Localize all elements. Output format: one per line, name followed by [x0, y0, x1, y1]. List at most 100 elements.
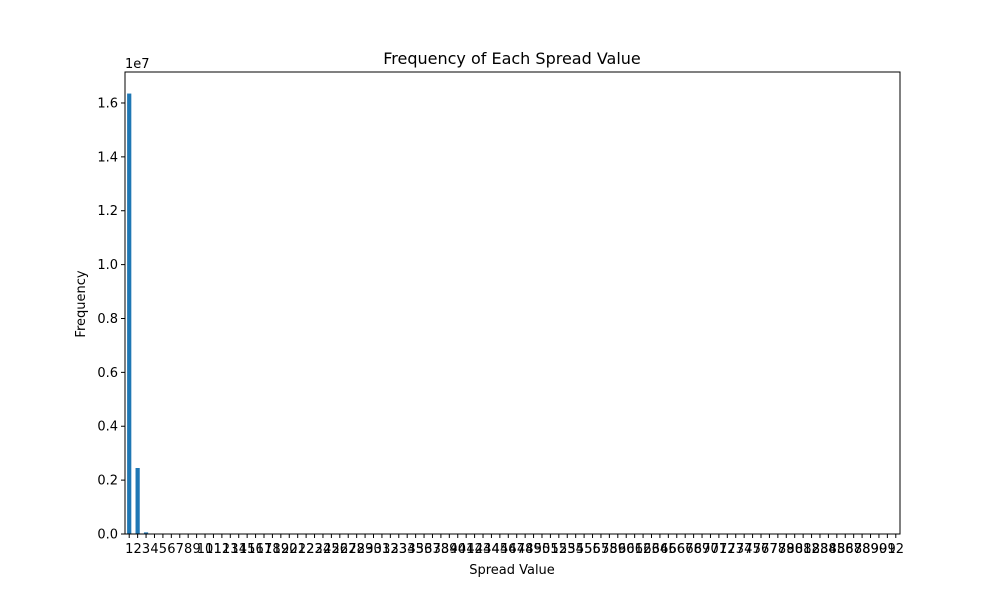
x-tick-label: 51	[542, 542, 559, 557]
x-tick-label: 77	[761, 542, 778, 557]
x-tick-label: 45	[492, 542, 509, 557]
x-tick-label: 28	[348, 542, 365, 557]
x-tick-label: 16	[247, 542, 264, 557]
x-tick-label: 26	[332, 542, 349, 557]
x-tick-label: 87	[845, 542, 862, 557]
x-tick-label: 65	[660, 542, 677, 557]
x-tick-label: 47	[508, 542, 525, 557]
bar-3	[143, 532, 149, 534]
x-tick-label: 42	[466, 542, 483, 557]
x-tick-label: 82	[803, 542, 820, 557]
x-tick-label: 8	[184, 542, 192, 557]
x-tick-label: 11	[205, 542, 222, 557]
y-tick-label: 1.0	[97, 258, 118, 273]
x-tick-label: 60	[618, 542, 635, 557]
x-tick-label: 44	[483, 542, 500, 557]
x-tick-label: 57	[593, 542, 610, 557]
x-tick-label: 19	[273, 542, 290, 557]
x-tick-label: 31	[374, 542, 391, 557]
x-tick-label: 92	[888, 542, 905, 557]
x-tick-label: 67	[677, 542, 694, 557]
y-axis-label: Frequency	[74, 270, 89, 337]
x-tick-label: 74	[736, 542, 753, 557]
x-tick-label: 76	[753, 542, 770, 557]
x-tick-label: 37	[424, 542, 441, 557]
x-tick-label: 49	[525, 542, 542, 557]
y-tick-label: 1.2	[97, 204, 118, 219]
x-tick-label: 81	[795, 542, 812, 557]
x-tick-label: 88	[854, 542, 871, 557]
x-tick-label: 80	[786, 542, 803, 557]
y-tick-label: 0.2	[97, 474, 118, 489]
x-tick-label: 9	[192, 542, 200, 557]
x-tick-label: 21	[289, 542, 306, 557]
x-tick-label: 62	[635, 542, 652, 557]
x-tick-label: 72	[719, 542, 736, 557]
x-tick-label: 78	[770, 542, 787, 557]
x-axis-label: Spread Value	[469, 563, 555, 578]
x-tick-label: 27	[340, 542, 357, 557]
x-tick-label: 70	[702, 542, 719, 557]
x-tick-label: 6	[167, 542, 175, 557]
x-tick-label: 35	[407, 542, 424, 557]
x-tick-label: 13	[222, 542, 239, 557]
x-tick-label: 30	[365, 542, 382, 557]
x-tick-label: 91	[879, 542, 896, 557]
x-tick-label: 20	[281, 542, 298, 557]
x-tick-label: 83	[812, 542, 829, 557]
chart-title: Frequency of Each Spread Value	[383, 49, 641, 68]
x-tick-label: 4	[150, 542, 158, 557]
y-axis-offset-label: 1e7	[125, 57, 150, 72]
x-tick-label: 34	[399, 542, 416, 557]
x-tick-label: 73	[727, 542, 744, 557]
x-tick-label: 48	[517, 542, 534, 557]
x-tick-label: 3	[142, 542, 150, 557]
x-tick-label: 38	[433, 542, 450, 557]
x-tick-label: 1	[125, 542, 133, 557]
x-tick-label: 79	[778, 542, 795, 557]
x-tick-label: 39	[441, 542, 458, 557]
x-tick-label: 17	[256, 542, 273, 557]
x-tick-label: 58	[601, 542, 618, 557]
x-tick-label: 14	[230, 542, 247, 557]
x-tick-label: 5	[159, 542, 167, 557]
x-tick-label: 55	[576, 542, 593, 557]
y-tick-label: 0.0	[97, 528, 118, 543]
y-tick-label: 0.4	[97, 420, 118, 435]
x-tick-label: 43	[475, 542, 492, 557]
x-tick-label: 12	[214, 542, 231, 557]
bar-2	[135, 468, 140, 534]
x-tick-label: 85	[829, 542, 846, 557]
x-tick-label: 50	[534, 542, 551, 557]
x-tick-label: 68	[685, 542, 702, 557]
x-tick-label: 61	[626, 542, 643, 557]
x-tick-label: 25	[323, 542, 340, 557]
x-tick-label: 41	[458, 542, 475, 557]
x-tick-label: 46	[500, 542, 517, 557]
x-tick-label: 18	[264, 542, 281, 557]
x-tick-label: 69	[694, 542, 711, 557]
x-tick-label: 63	[643, 542, 660, 557]
x-tick-label: 54	[567, 542, 584, 557]
axes-frame	[124, 71, 901, 535]
x-tick-label: 7	[176, 542, 184, 557]
x-tick-label: 64	[652, 542, 669, 557]
bar-1	[127, 93, 132, 535]
x-tick-label: 24	[315, 542, 332, 557]
x-tick-label: 59	[610, 542, 627, 557]
x-tick-label: 29	[357, 542, 374, 557]
y-tick-label: 1.4	[97, 150, 118, 165]
x-tick-label: 23	[306, 542, 323, 557]
x-tick-label: 32	[382, 542, 399, 557]
x-tick-label: 89	[862, 542, 879, 557]
x-tick-label: 2	[133, 542, 141, 557]
y-tick-label: 0.6	[97, 366, 118, 381]
x-tick-label: 10	[197, 542, 214, 557]
x-tick-label: 90	[871, 542, 888, 557]
x-tick-label: 40	[449, 542, 466, 557]
x-tick-label: 33	[391, 542, 408, 557]
y-tick-label: 0.8	[97, 312, 118, 327]
x-tick-label: 75	[744, 542, 761, 557]
x-tick-label: 53	[559, 542, 576, 557]
